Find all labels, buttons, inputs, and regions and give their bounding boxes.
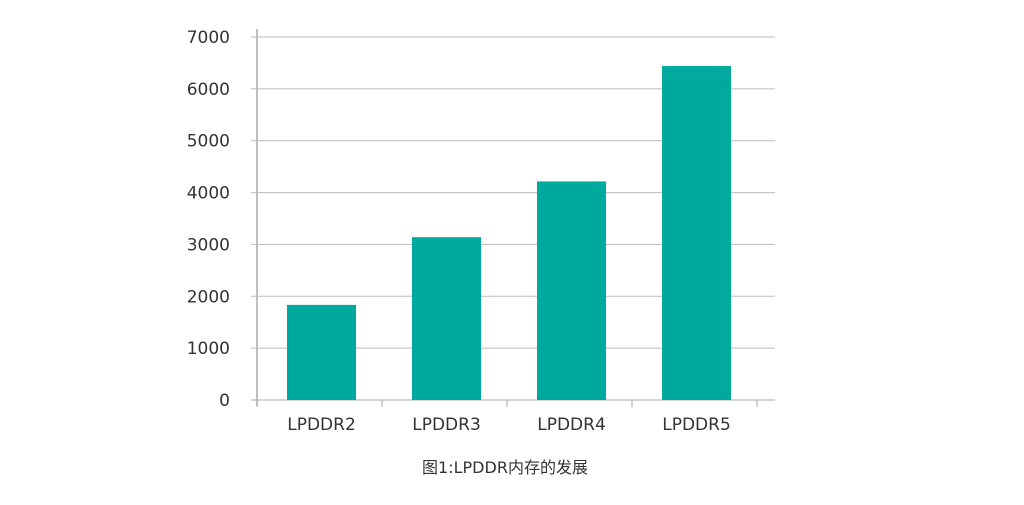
bar-lpddr2	[287, 304, 356, 400]
bar-lpddr4	[537, 181, 606, 400]
y-tick-label: 6000	[187, 80, 230, 100]
x-tick-label: LPDDR2	[287, 415, 356, 435]
y-tick-label: 1000	[187, 339, 230, 359]
y-tick-label: 0	[219, 391, 230, 411]
x-tick-label: LPDDR5	[662, 415, 731, 435]
y-tick-label: 7000	[187, 28, 230, 48]
chart-caption: 图1:LPDDR内存的发展	[422, 458, 588, 477]
bar-lpddr3	[412, 237, 481, 400]
y-tick-label: 3000	[187, 235, 230, 255]
bars	[287, 66, 731, 400]
y-tick-label: 5000	[187, 132, 230, 152]
x-tick-label: LPDDR4	[537, 415, 606, 435]
x-tick-label: LPDDR3	[412, 415, 481, 435]
x-axis: LPDDR2 LPDDR3 LPDDR4 LPDDR5	[256, 400, 758, 435]
y-tick-label: 2000	[187, 287, 230, 307]
bar-lpddr5	[662, 66, 731, 400]
y-tick-label: 4000	[187, 184, 230, 204]
y-axis-ticks: 0 1000 2000 3000 4000 5000 6000 7000	[187, 28, 230, 411]
